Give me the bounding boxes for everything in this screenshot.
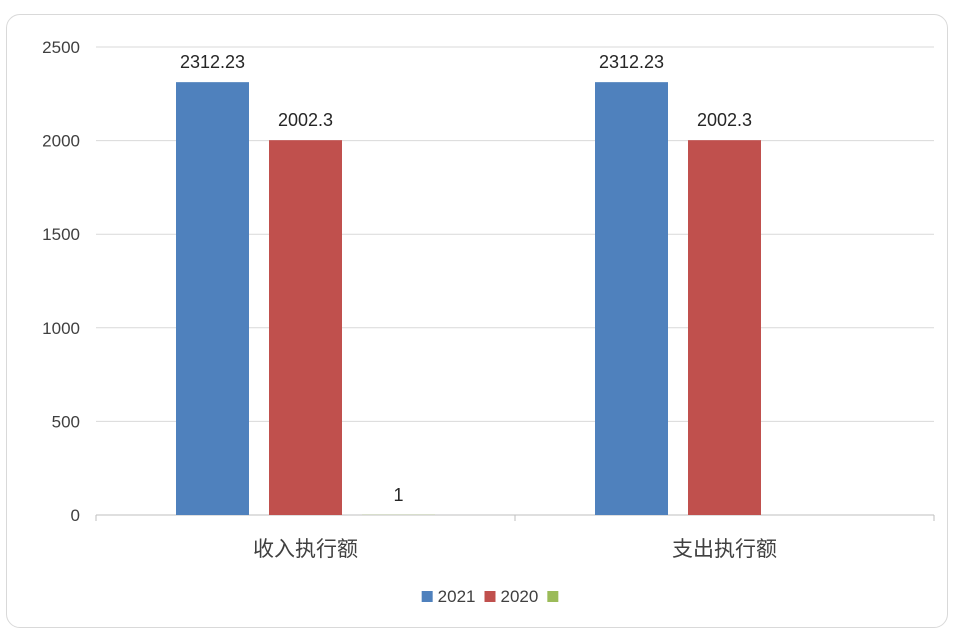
bar bbox=[595, 82, 668, 515]
data-label: 2312.23 bbox=[599, 52, 664, 72]
legend-label: 2020 bbox=[501, 587, 539, 606]
data-label: 2002.3 bbox=[278, 110, 333, 130]
axes: 0 500 1000 1500 2000 2500 收入执行额 支出执行额 bbox=[42, 38, 935, 561]
y-tick-label: 2000 bbox=[42, 132, 80, 151]
chart-frame bbox=[6, 14, 948, 628]
bar bbox=[269, 140, 342, 515]
y-tick-label: 2500 bbox=[42, 38, 80, 57]
data-label: 1 bbox=[393, 485, 403, 505]
y-tick-label: 0 bbox=[71, 506, 80, 525]
data-labels: 2312.23 2002.3 1 2312.23 2002.3 bbox=[180, 52, 752, 505]
y-tick-label: 500 bbox=[52, 412, 80, 431]
y-tick-label: 1000 bbox=[42, 319, 80, 338]
y-tick-label: 1500 bbox=[42, 225, 80, 244]
data-label: 2002.3 bbox=[697, 110, 752, 130]
legend: 2021 2020 bbox=[421, 587, 559, 606]
legend-label: 2021 bbox=[438, 587, 476, 606]
legend-swatch bbox=[421, 591, 433, 602]
legend-swatch bbox=[484, 591, 496, 602]
legend-swatch bbox=[547, 591, 559, 602]
bar bbox=[688, 140, 761, 515]
bars bbox=[176, 82, 761, 515]
data-label: 2312.23 bbox=[180, 52, 245, 72]
x-category-label: 收入执行额 bbox=[253, 537, 358, 561]
bar bbox=[176, 82, 249, 515]
x-category-label: 支出执行额 bbox=[672, 537, 777, 561]
